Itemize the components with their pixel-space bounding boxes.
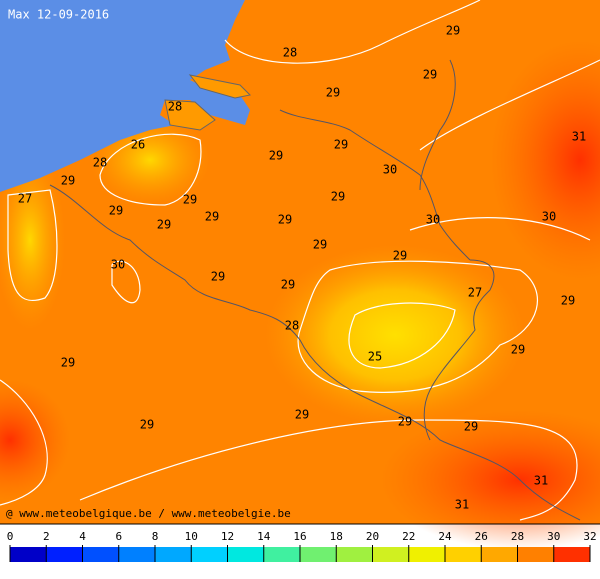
colorbar-tick-label: 32 <box>583 530 596 543</box>
colorbar-segment <box>372 547 409 562</box>
colorbar-segment <box>118 547 155 562</box>
colorbar-tick-label: 4 <box>79 530 86 543</box>
colorbar-segment <box>300 547 337 562</box>
contour-label: 29 <box>140 418 154 432</box>
contour-label: 29 <box>446 24 460 38</box>
contour-labels: 29 28 29 29 28 31 26 29 29 28 30 29 27 29 29 29 29 29 29 30… <box>18 24 586 512</box>
island <box>164 74 252 131</box>
map-title: Max 12-09-2016 <box>8 8 109 22</box>
contour-label: 29 <box>183 193 197 207</box>
sea <box>0 0 250 192</box>
contours <box>0 0 600 521</box>
warm-zone <box>0 150 65 330</box>
contour-label: 29 <box>211 270 225 284</box>
colorbar-segment <box>336 547 373 562</box>
colorbar-segment <box>517 547 554 562</box>
contour-label: 29 <box>61 356 75 370</box>
contour-label: 28 <box>285 319 299 333</box>
colorbar-tick-label: 0 <box>7 530 14 543</box>
colorbar-segment <box>263 547 300 562</box>
map <box>0 0 600 550</box>
colorbar-tick-label: 6 <box>115 530 122 543</box>
contour-label: 29 <box>393 249 407 263</box>
contour-label: 30 <box>111 258 125 272</box>
hot-zone <box>0 380 70 500</box>
colorbar: 0 2 4 6 8 10 12 14 16 18 20 22 24 26 28 30 32 <box>0 523 600 562</box>
warm-zone <box>265 245 525 425</box>
contour-label: 26 <box>131 138 145 152</box>
colorbar-segment <box>445 547 482 562</box>
colorbar-tick-label: 28 <box>511 530 524 543</box>
hot-zone <box>490 40 600 280</box>
contour-label: 29 <box>464 420 478 434</box>
colorbar-tick-label: 30 <box>547 530 560 543</box>
contour-label: 29 <box>269 149 283 163</box>
contour-label: 29 <box>334 138 348 152</box>
contour-label: 27 <box>468 286 482 300</box>
contour-label: 29 <box>313 238 327 252</box>
colorbar-segment <box>481 547 518 562</box>
contour-label: 29 <box>157 218 171 232</box>
contour-label: 30 <box>383 163 397 177</box>
contour-label: 29 <box>281 278 295 292</box>
colorbar-tick-label: 24 <box>438 530 452 543</box>
colorbar-segment <box>46 547 83 562</box>
colorbar-segment <box>227 547 264 562</box>
contour-label: 25 <box>368 350 382 364</box>
colorbar-segment <box>408 547 445 562</box>
colorbar-tick-label: 14 <box>257 530 271 543</box>
contour-label: 31 <box>572 130 586 144</box>
colorbar-tick-label: 8 <box>152 530 159 543</box>
contour-label: 30 <box>426 213 440 227</box>
colorbar-segment <box>553 547 590 562</box>
contour-label: 29 <box>331 190 345 204</box>
borders <box>49 59 581 521</box>
contour-label: 29 <box>205 210 219 224</box>
colorbar-segment <box>191 547 228 562</box>
colorbar-tick-label: 18 <box>330 530 343 543</box>
contour-label: 28 <box>168 100 182 114</box>
contour-label: 29 <box>278 213 292 227</box>
contour-label: 29 <box>326 86 340 100</box>
colorbar-tick-label: 22 <box>402 530 415 543</box>
contour-label: 29 <box>295 408 309 422</box>
contour-label: 27 <box>18 192 32 206</box>
contour-label: 29 <box>511 343 525 357</box>
contour-label: 30 <box>542 210 556 224</box>
contour-label: 28 <box>283 46 297 60</box>
contour-label: 28 <box>93 156 107 170</box>
contour-label: 29 <box>423 68 437 82</box>
colorbar-tick-label: 26 <box>475 530 488 543</box>
colorbar-tick-label: 12 <box>221 530 234 543</box>
colorbar-segment <box>10 547 47 562</box>
credit: @ www.meteobelgique.be / www.meteobelgie… <box>6 507 291 520</box>
contour-label: 31 <box>534 474 548 488</box>
contour-label: 29 <box>109 204 123 218</box>
colorbar-tick-label: 10 <box>185 530 198 543</box>
colorbar-tick-label: 20 <box>366 530 379 543</box>
hot-zone <box>380 410 600 550</box>
colorbar-segment <box>82 547 119 562</box>
colorbar-tick-label: 16 <box>293 530 306 543</box>
contour-label: 29 <box>561 294 575 308</box>
contour-label: 29 <box>61 174 75 188</box>
contour-label: 31 <box>455 498 469 512</box>
colorbar-tick-label: 2 <box>43 530 50 543</box>
colorbar-segment <box>155 547 192 562</box>
contour-label: 29 <box>398 415 412 429</box>
